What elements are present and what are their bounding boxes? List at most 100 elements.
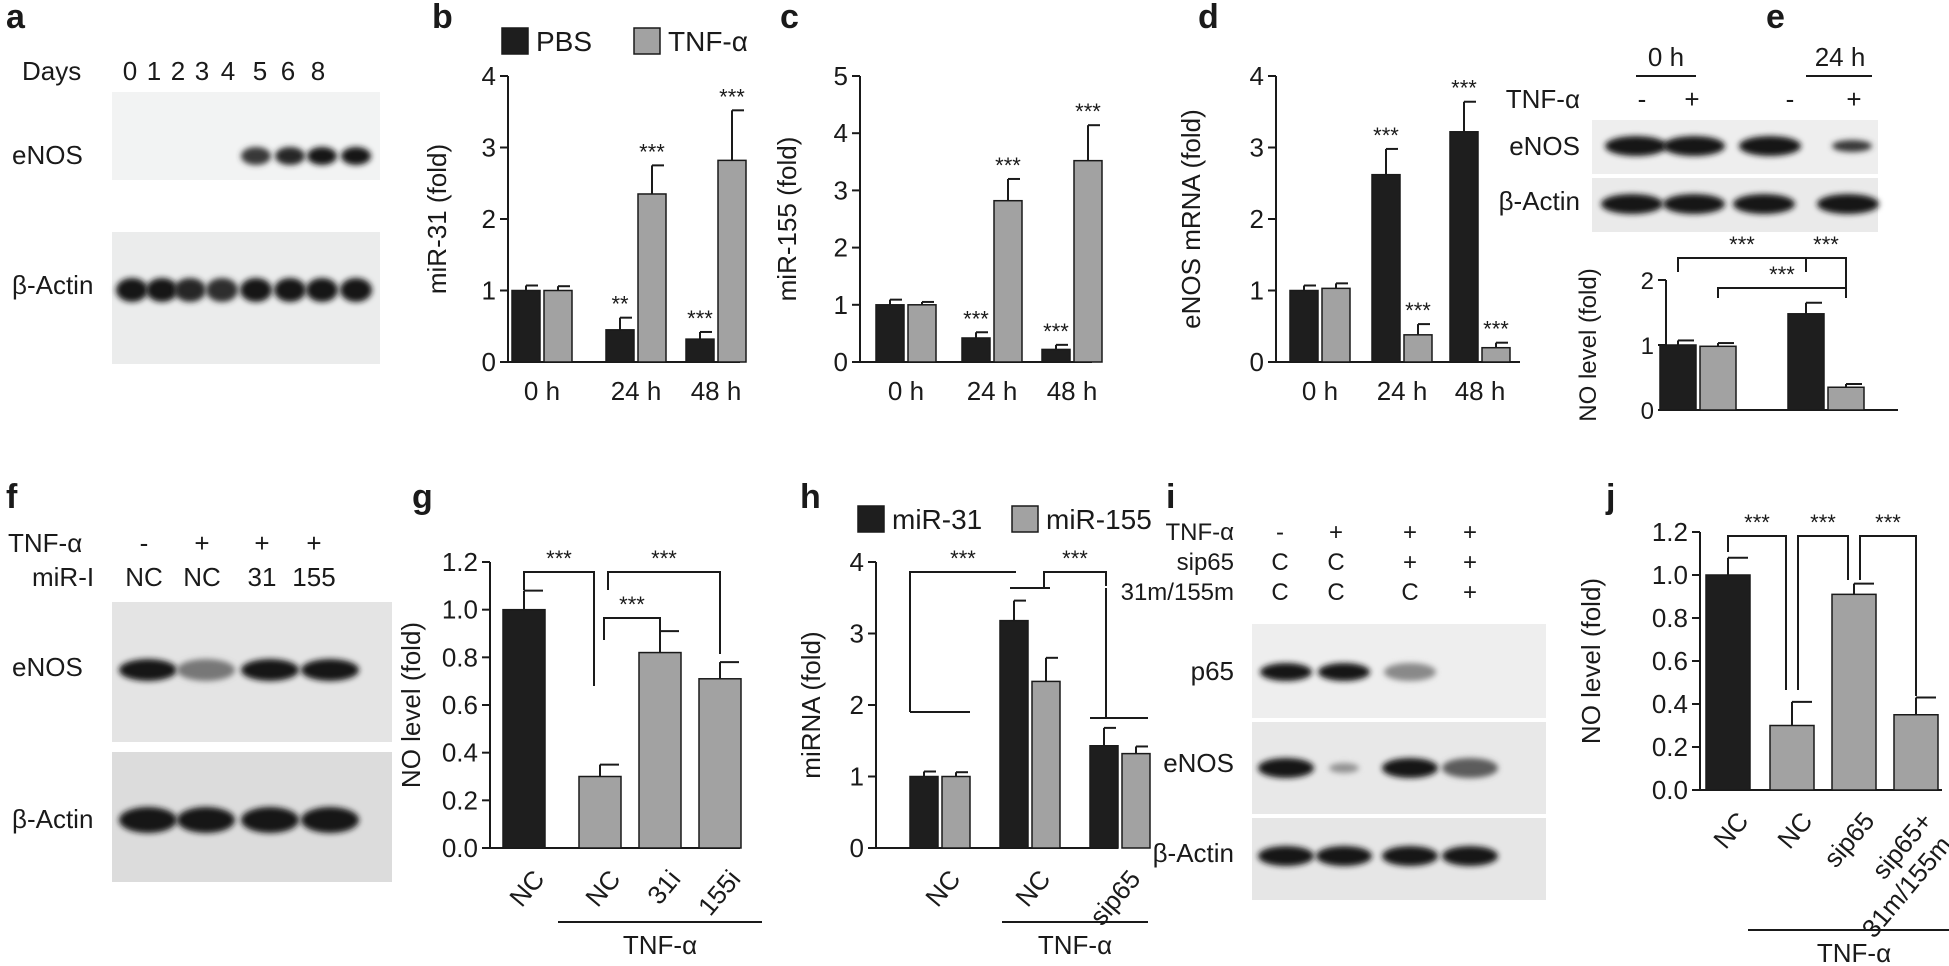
bar-NC	[502, 608, 546, 849]
blot-e-enos-band	[1605, 136, 1667, 156]
significance-label: ***	[1813, 232, 1839, 257]
significance-label: ***	[687, 306, 713, 331]
bar-PBS	[511, 289, 541, 363]
legend-swatch-PBS	[501, 27, 529, 55]
day-label-8: 8	[311, 56, 325, 86]
blot-i-treatment-value: +	[1329, 519, 1343, 546]
blot-a-actin-band	[306, 278, 338, 302]
day-label-3: 3	[195, 56, 209, 86]
y-tick-label: 1	[834, 290, 848, 320]
x-tick-label: 48 h	[1455, 376, 1506, 406]
x-tick-label-line: NC	[1771, 806, 1818, 854]
y-tick-label: 0	[1250, 347, 1264, 377]
bar-TNF-α	[543, 289, 573, 363]
bar-TNF-α	[717, 159, 747, 363]
bar-NC	[1769, 724, 1815, 791]
y-tick-label: 3	[834, 175, 848, 205]
y-tick-label: 1.0	[442, 595, 478, 625]
y-axis-label: NO level (fold)	[1576, 578, 1606, 744]
blot-f-treatment-value: 31	[248, 562, 277, 592]
blot-e-sign: +	[1846, 84, 1861, 114]
y-tick-label: 0	[482, 347, 496, 377]
x-tick-label: 155i	[692, 864, 747, 921]
y-tick-label: 0.6	[1652, 646, 1688, 676]
significance-label: ***	[1729, 232, 1755, 257]
y-tick-label: 1	[1250, 276, 1264, 306]
blot-f-row-actin: β-Actin	[12, 804, 93, 834]
y-tick-label: 1.2	[1652, 517, 1688, 547]
day-label-0: 0	[123, 56, 137, 86]
blot-i-treatment-value: C	[1271, 579, 1288, 606]
bar-TNF-α	[1481, 346, 1511, 363]
blot-i-actin-band	[1316, 846, 1372, 866]
x-tick-label: 0 h	[888, 376, 924, 406]
group-label: TNF-α	[1817, 938, 1891, 966]
y-tick-label: 0.8	[1652, 603, 1688, 633]
blot-a-actin-band	[274, 278, 306, 302]
blot-f-treatment-value: +	[194, 528, 209, 558]
significance-bracket	[1859, 535, 1917, 696]
blot-i-treatment-value: +	[1403, 519, 1417, 546]
panel-f: f TNF-α - + + + miR-I NC NC 31 155 eNOS β-Actin	[6, 478, 392, 882]
significance-label: ***	[1810, 510, 1836, 535]
blot-i-p65-band	[1260, 663, 1312, 681]
y-tick-label: 2	[1250, 204, 1264, 234]
y-tick-label: 3	[482, 133, 496, 163]
day-label-2: 2	[171, 56, 185, 86]
blot-a-enos-band	[241, 147, 271, 165]
y-tick-label: 0.6	[442, 690, 478, 720]
bar-PBS	[685, 338, 715, 363]
x-tick-label: NC	[579, 864, 626, 912]
x-tick-label: 24 h	[611, 376, 662, 406]
blot-a-actin-band	[146, 278, 178, 302]
blot-f-treatment-label: TNF-α	[8, 528, 82, 558]
significance-label: ***	[1769, 262, 1795, 287]
panel-g-letter: g	[412, 478, 433, 516]
y-tick-label: 0	[834, 347, 848, 377]
panel-a-letter: a	[6, 0, 26, 36]
blot-i-enos-band	[1382, 758, 1438, 778]
y-tick-label: 0	[850, 833, 864, 863]
x-tick-label: 0 h	[1302, 376, 1338, 406]
bar-PBS	[1449, 131, 1479, 363]
blot-f-enos-band	[241, 659, 299, 681]
panel-j-letter: j	[1605, 478, 1615, 516]
x-tick-label: NC	[1707, 806, 1754, 854]
blot-i-treatment-value: C	[1401, 579, 1418, 606]
blot-a-actin-band	[116, 278, 148, 302]
legend-label-miR-155: miR-155	[1046, 504, 1152, 535]
significance-label: ***	[963, 306, 989, 331]
y-tick-label: 1.2	[442, 547, 478, 577]
blot-a-enos-band	[275, 147, 305, 165]
bar-PBS	[1371, 173, 1401, 363]
x-tick-label-line: NC	[503, 864, 550, 912]
blot-i-treatment-label: TNF-α	[1165, 519, 1234, 546]
blot-i-actin-band	[1382, 846, 1438, 866]
legend-swatch-miR-155	[1011, 505, 1039, 533]
blot-a-enos-band	[307, 147, 337, 165]
blot-i-row-p65: p65	[1191, 656, 1234, 686]
panel-e-letter: e	[1766, 0, 1785, 36]
blot-a-enos-membrane	[112, 92, 380, 180]
bar--	[1787, 313, 1825, 411]
y-tick-label: 0	[1641, 398, 1654, 425]
x-tick-label: NC	[919, 864, 966, 912]
blot-i-row-actin: β-Actin	[1153, 838, 1234, 868]
y-axis-label: NO level (fold)	[1575, 268, 1602, 421]
panel-e-blot: 0 h 24 h TNF-α - + - + eNOS β-Actin	[1499, 42, 1879, 232]
blot-a-actin-band	[240, 278, 272, 302]
y-tick-label: 0.4	[1652, 689, 1688, 719]
significance-label: ***	[639, 139, 665, 164]
bar-+	[1699, 345, 1737, 411]
x-tick-label: 31i	[641, 864, 686, 910]
blot-a-enos-band	[341, 147, 371, 165]
significance-bracket	[1797, 535, 1849, 690]
blot-i-enos-band	[1329, 763, 1359, 773]
blot-a-actin-band	[206, 278, 238, 302]
x-tick-label: 24 h	[967, 376, 1018, 406]
group-label: TNF-α	[1038, 930, 1112, 960]
significance-label: ***	[651, 546, 677, 571]
